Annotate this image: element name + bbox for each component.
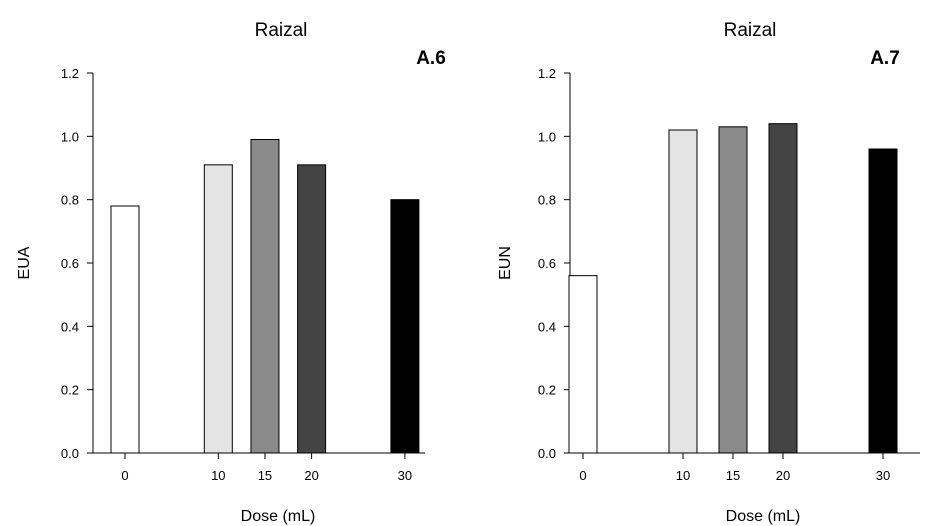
bar-dose-20 — [768, 123, 798, 454]
x-tick-label: 15 — [258, 468, 272, 483]
y-tick-label: 0.0 — [538, 446, 556, 461]
y-tick-label: 0.6 — [61, 256, 79, 271]
y-axis-label: EUN — [497, 246, 514, 280]
y-tick-label: 0.8 — [61, 193, 79, 208]
bar-dose-10 — [203, 164, 233, 454]
bar-dose-10 — [668, 129, 698, 454]
y-tick-label: 0.2 — [538, 383, 556, 398]
x-tick-label: 0 — [121, 468, 128, 483]
y-axis-label: EUA — [16, 246, 33, 279]
bar-dose-0 — [568, 275, 598, 454]
y-tick-label: 1.0 — [61, 129, 79, 144]
x-tick-label: 30 — [398, 468, 412, 483]
bar-dose-30 — [868, 148, 898, 454]
y-tick-label: 1.2 — [538, 66, 556, 81]
chart-panel-a6: Raizal A.6 0.0 0.2 0.4 0.6 0.8 1.0 1.2 0 10 15 20 30 D… — [16, 20, 446, 525]
bar-dose-20 — [297, 164, 327, 454]
x-tick-label: 10 — [211, 468, 225, 483]
x-tick-label: 20 — [776, 468, 790, 483]
x-tick-label: 30 — [876, 468, 890, 483]
chart-title: Raizal — [724, 20, 777, 41]
chart-panel-a7: Raizal A.7 0.0 0.2 0.4 0.6 0.8 1.0 1.2 0 10 15 20 30 D… — [497, 20, 920, 525]
chart-title: Raizal — [255, 20, 308, 41]
y-tick-label: 1.0 — [538, 129, 556, 144]
bar-dose-30 — [390, 199, 420, 454]
y-tick-label: 0.4 — [538, 319, 556, 334]
x-tick-label: 0 — [579, 468, 586, 483]
bar-dose-15 — [250, 139, 280, 454]
x-axis-label: Dose (mL) — [241, 508, 316, 525]
x-tick-label: 20 — [304, 468, 318, 483]
y-tick-label: 0.0 — [61, 446, 79, 461]
x-tick-label: 15 — [726, 468, 740, 483]
y-tick-label: 0.2 — [61, 383, 79, 398]
bar-dose-15 — [718, 126, 748, 454]
panel-label: A.6 — [416, 48, 446, 69]
y-tick-label: 0.4 — [61, 319, 79, 334]
bar-dose-0 — [110, 205, 140, 454]
y-tick-label: 0.8 — [538, 193, 556, 208]
x-tick-label: 10 — [676, 468, 690, 483]
y-tick-label: 0.6 — [538, 256, 556, 271]
x-axis-label: Dose (mL) — [726, 508, 801, 525]
y-tick-label: 1.2 — [61, 66, 79, 81]
panel-label: A.7 — [870, 48, 900, 69]
